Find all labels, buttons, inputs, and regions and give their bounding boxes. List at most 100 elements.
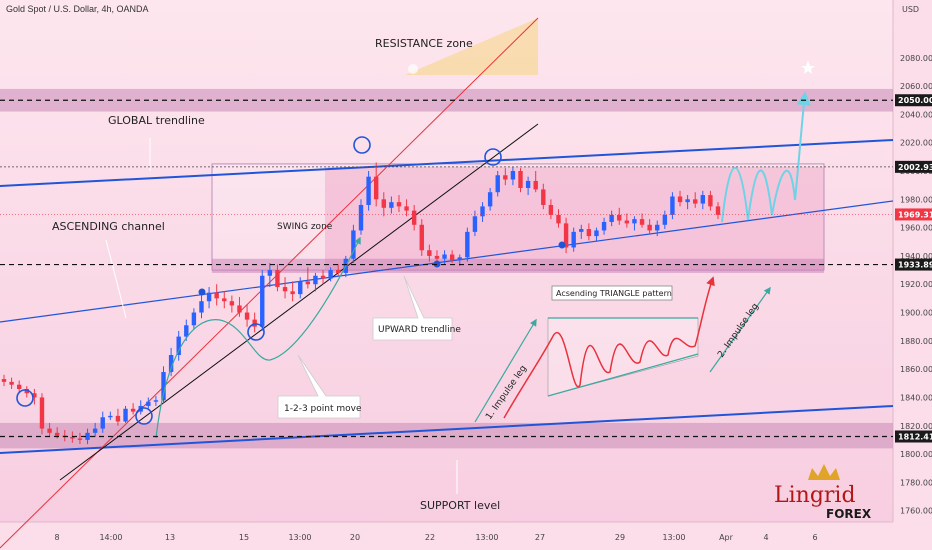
- candle-body: [115, 415, 121, 422]
- swing-point-circle: [247, 323, 265, 341]
- candle-body: [77, 438, 83, 440]
- candle-body: [487, 192, 493, 207]
- candle-body: [563, 223, 569, 248]
- candle-body: [411, 210, 417, 225]
- resistance-label: RESISTANCE zone: [375, 37, 473, 50]
- price-tick-label: 2060.000: [900, 82, 932, 91]
- candle-body: [130, 408, 136, 412]
- candle-body: [510, 171, 516, 180]
- time-tick-label: 8: [54, 533, 59, 542]
- pivot-dot: [558, 241, 566, 249]
- upward-trendline-callout: UPWARD trendline: [372, 275, 461, 341]
- price-tick-label: 1940.000: [900, 252, 932, 261]
- price-marker-label: 2050.000: [898, 96, 932, 105]
- logo-name: Lingrid: [774, 483, 856, 508]
- 123-move-path: [155, 236, 361, 439]
- global-trendline-label: GLOBAL trendline: [108, 114, 205, 127]
- price-marker-badge: [895, 258, 932, 271]
- upward-trendline: [0, 200, 894, 323]
- impulse-leg-2-arrow: [709, 286, 771, 373]
- price-marker-label: 2002.935: [898, 163, 932, 172]
- candle-body: [313, 275, 318, 285]
- candle-body: [609, 214, 614, 222]
- candle-body: [655, 224, 660, 231]
- candle-body: [495, 175, 500, 193]
- candle-body: [594, 230, 599, 237]
- candle-body: [541, 189, 546, 205]
- candle-body: [442, 254, 447, 259]
- candle-body: [305, 281, 311, 285]
- candle-body: [685, 199, 690, 203]
- support-zone: [0, 422, 893, 449]
- candle-body: [525, 180, 531, 188]
- candle-body: [404, 206, 409, 211]
- candle-body: [237, 305, 242, 313]
- candle-body: [9, 381, 14, 385]
- overlay-layer: [16, 60, 815, 494]
- candle-body: [222, 298, 227, 302]
- candle-body: [123, 408, 128, 422]
- candle-body: [184, 325, 189, 337]
- pivot-dot: [198, 288, 206, 296]
- candle-body: [503, 175, 508, 180]
- price-axis: 2080.0002060.0002040.0002020.0002000.000…: [900, 54, 932, 516]
- price-tick-label: 1880.000: [900, 337, 932, 346]
- time-tick-label: 13:00: [662, 533, 685, 542]
- candle-body: [358, 204, 364, 231]
- drawings-layer: [0, 17, 894, 549]
- currency-label: USD: [902, 5, 919, 14]
- candle-body: [244, 312, 250, 320]
- projection-path: [721, 91, 811, 223]
- candle-body: [70, 437, 75, 439]
- candle-body: [85, 432, 90, 440]
- candle-body: [465, 231, 470, 258]
- candle-body: [260, 275, 265, 327]
- triangle-pattern-callout: Acsending TRIANGLE pattern: [551, 285, 673, 301]
- candle-body: [153, 400, 159, 402]
- time-tick-label: 15: [239, 533, 249, 542]
- candle-body: [586, 229, 592, 237]
- candle-body: [100, 417, 105, 429]
- candle-body: [351, 230, 356, 259]
- time-tick-label: 22: [425, 533, 435, 542]
- candle-body: [373, 176, 379, 200]
- price-marker-badge: [895, 208, 932, 221]
- price-tick-label: 1860.000: [900, 365, 932, 374]
- candle-body: [366, 176, 371, 205]
- time-tick-label: Apr: [719, 533, 734, 542]
- channel-pointer: [105, 239, 127, 319]
- candle-body: [176, 336, 181, 355]
- zones-layer: [0, 88, 893, 449]
- price-tick-label: 1840.000: [900, 393, 932, 402]
- time-tick-label: 13:00: [288, 533, 311, 542]
- price-tick-label: 1760.000: [900, 507, 932, 516]
- price-tick-label: 1900.000: [900, 309, 932, 318]
- price-markers: 2050.000 2002.935 1969.310 1933.899 1812.418: [0, 94, 932, 443]
- price-tick-label: 1780.000: [900, 478, 932, 487]
- candle-body: [267, 270, 273, 276]
- candle-body: [16, 384, 22, 389]
- candle-body: [700, 195, 706, 204]
- support-label: SUPPORT level: [420, 499, 500, 512]
- global-trendline: [0, 139, 894, 187]
- candle-body: [229, 301, 235, 306]
- candle-body: [396, 202, 402, 207]
- candle-body: [32, 393, 37, 398]
- candle-body: [632, 219, 637, 224]
- candle-body: [275, 270, 280, 288]
- price-tick-label: 2080.000: [900, 54, 932, 63]
- candle-body: [298, 281, 303, 295]
- price-marker-label: 1969.310: [898, 210, 932, 219]
- candle-body: [39, 397, 45, 429]
- range-highlight: [325, 166, 824, 271]
- upward-trendline-label: UPWARD trendline: [378, 325, 461, 335]
- support-trendline: [0, 405, 894, 454]
- candle-body: [214, 292, 219, 299]
- time-tick-label: 14:00: [99, 533, 122, 542]
- swing-point-circle: [16, 389, 34, 407]
- swing-zone-floor: [212, 258, 824, 273]
- candle-body: [548, 204, 554, 215]
- time-axis-background: [0, 522, 932, 550]
- resistance-marker-icon: [408, 64, 418, 74]
